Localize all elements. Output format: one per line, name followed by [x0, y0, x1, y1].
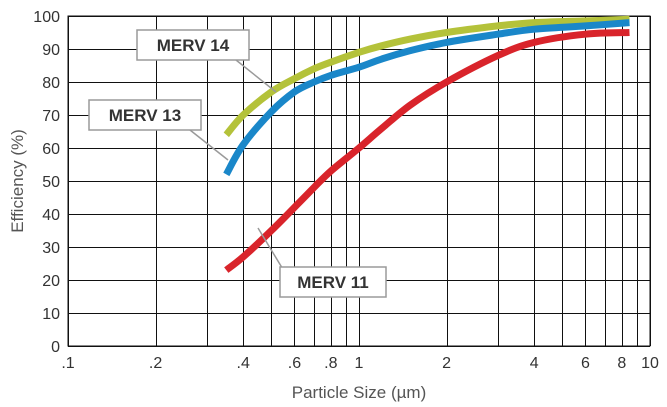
callout-label: MERV 13 — [109, 106, 181, 125]
callout-leader-line — [257, 227, 285, 272]
y-tick-label: 60 — [42, 141, 60, 158]
y-tick-label: 10 — [42, 306, 60, 323]
x-tick-label: 10 — [641, 355, 659, 372]
series-callouts: MERV 14 MERV 13 MERV 11 — [88, 29, 387, 298]
x-tick-label: .1 — [61, 355, 74, 372]
y-tick-label: 20 — [42, 273, 60, 290]
callout-label: MERV 11 — [297, 273, 369, 292]
callout-box — [88, 99, 202, 131]
y-tick-label: 40 — [42, 207, 60, 224]
y-tick-labels: 0 10 20 30 40 50 60 70 80 90 100 — [33, 9, 60, 356]
callout-leader-line — [189, 129, 229, 161]
x-tick-label: .8 — [324, 355, 337, 372]
series-line-merv-13 — [223, 19, 630, 177]
callout-merv-14: MERV 14 — [136, 29, 277, 93]
series-lines — [223, 15, 630, 273]
callout-merv-13: MERV 13 — [88, 99, 229, 161]
plot-frame — [67, 15, 651, 347]
y-tick-label: 90 — [42, 42, 60, 59]
callout-box — [279, 266, 387, 298]
y-tick-label: 80 — [42, 75, 60, 92]
y-tick-label: 100 — [33, 9, 60, 26]
callout-label: MERV 14 — [157, 36, 230, 55]
x-tick-label: .4 — [237, 355, 250, 372]
y-tick-label: 30 — [42, 240, 60, 257]
x-tick-label: 8 — [617, 355, 626, 372]
y-tick-label: 70 — [42, 108, 60, 125]
y-axis-title: Efficiency (%) — [8, 129, 27, 233]
x-tick-label: 2 — [442, 355, 451, 372]
x-tick-label: .2 — [149, 355, 162, 372]
x-axis-title: Particle Size (µm) — [292, 383, 426, 402]
series-line-merv-11 — [224, 29, 630, 273]
callout-leader-line — [235, 59, 277, 93]
callout-merv-11: MERV 11 — [257, 227, 387, 298]
x-tick-label: .6 — [288, 355, 301, 372]
callout-box — [136, 29, 250, 61]
x-tick-label: 4 — [530, 355, 539, 372]
x-tick-labels: .1 .2 .4 .6 .8 1 2 4 6 8 10 — [61, 355, 659, 372]
y-tick-label: 0 — [51, 339, 60, 356]
x-tick-label: 1 — [355, 355, 364, 372]
x-tick-label: 6 — [581, 355, 590, 372]
y-tick-label: 50 — [42, 174, 60, 191]
